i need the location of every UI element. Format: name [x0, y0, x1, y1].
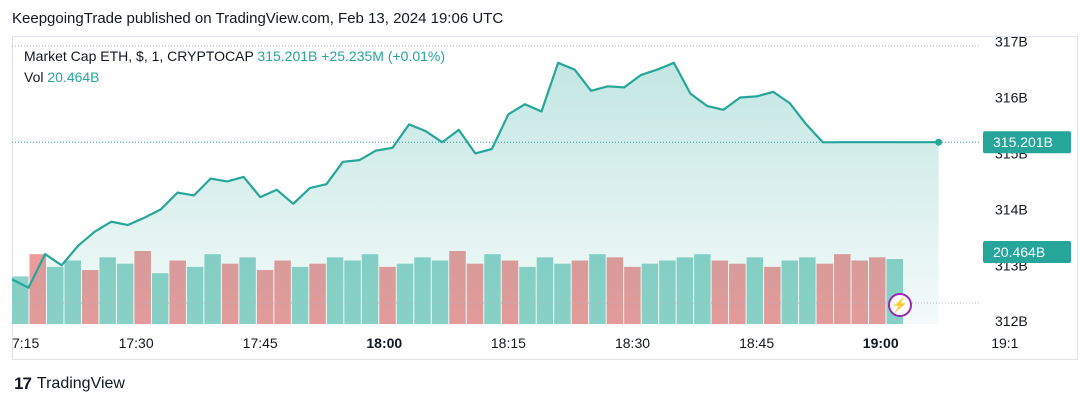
last-price-tag: 315.201B	[983, 131, 1071, 154]
legend-price: 315.201B	[257, 48, 318, 64]
price-area	[11, 61, 943, 325]
legend-vol-value: 20.464B	[47, 69, 100, 85]
x-tick-label: 19:1	[991, 335, 1018, 351]
price-line	[11, 61, 939, 289]
y-tick-label: 312B	[995, 313, 1028, 329]
x-tick-label: 7:15	[12, 335, 39, 351]
price-area-fill	[12, 62, 939, 325]
legend-change: +25.235M (+0.01%)	[321, 48, 446, 64]
chart-legend: Market Cap ETH, $, 1, CRYPTOCAP 315.201B…	[24, 46, 445, 88]
tradingview-logo-icon: 17	[14, 374, 32, 393]
x-tick-label: 18:30	[615, 335, 650, 351]
last-volume-tag-text: 20.464B	[993, 244, 1045, 260]
footer-brand-label: TradingView	[36, 375, 125, 392]
x-tick-label: 18:00	[366, 335, 402, 351]
y-tick-label: 317B	[995, 34, 1028, 50]
last-price-tag-text: 315.201B	[993, 134, 1053, 150]
chart-frame[interactable]	[12, 36, 1078, 360]
legend-vol-label: Vol	[24, 69, 44, 85]
y-tick-label: 316B	[995, 90, 1028, 106]
x-tick-label: 19:00	[863, 335, 899, 351]
flash-icon[interactable]: ⚡	[888, 293, 912, 317]
price-labels: 315.201B 20.464B	[983, 131, 1071, 263]
x-tick-label: 17:30	[119, 335, 154, 351]
publish-header: KeepgoingTrade published on TradingView.…	[12, 10, 504, 27]
legend-symbol: Market Cap ETH, $, 1, CRYPTOCAP	[24, 48, 254, 64]
x-tick-label: 18:15	[491, 335, 526, 351]
y-tick-label: 314B	[995, 201, 1028, 217]
last-volume-tag: 20.464B	[983, 241, 1071, 263]
x-tick-label: 18:45	[739, 335, 774, 351]
x-tick-label: 17:45	[243, 335, 278, 351]
footer-brand[interactable]: 17 TradingView	[14, 374, 125, 394]
last-price-dot	[935, 138, 943, 146]
